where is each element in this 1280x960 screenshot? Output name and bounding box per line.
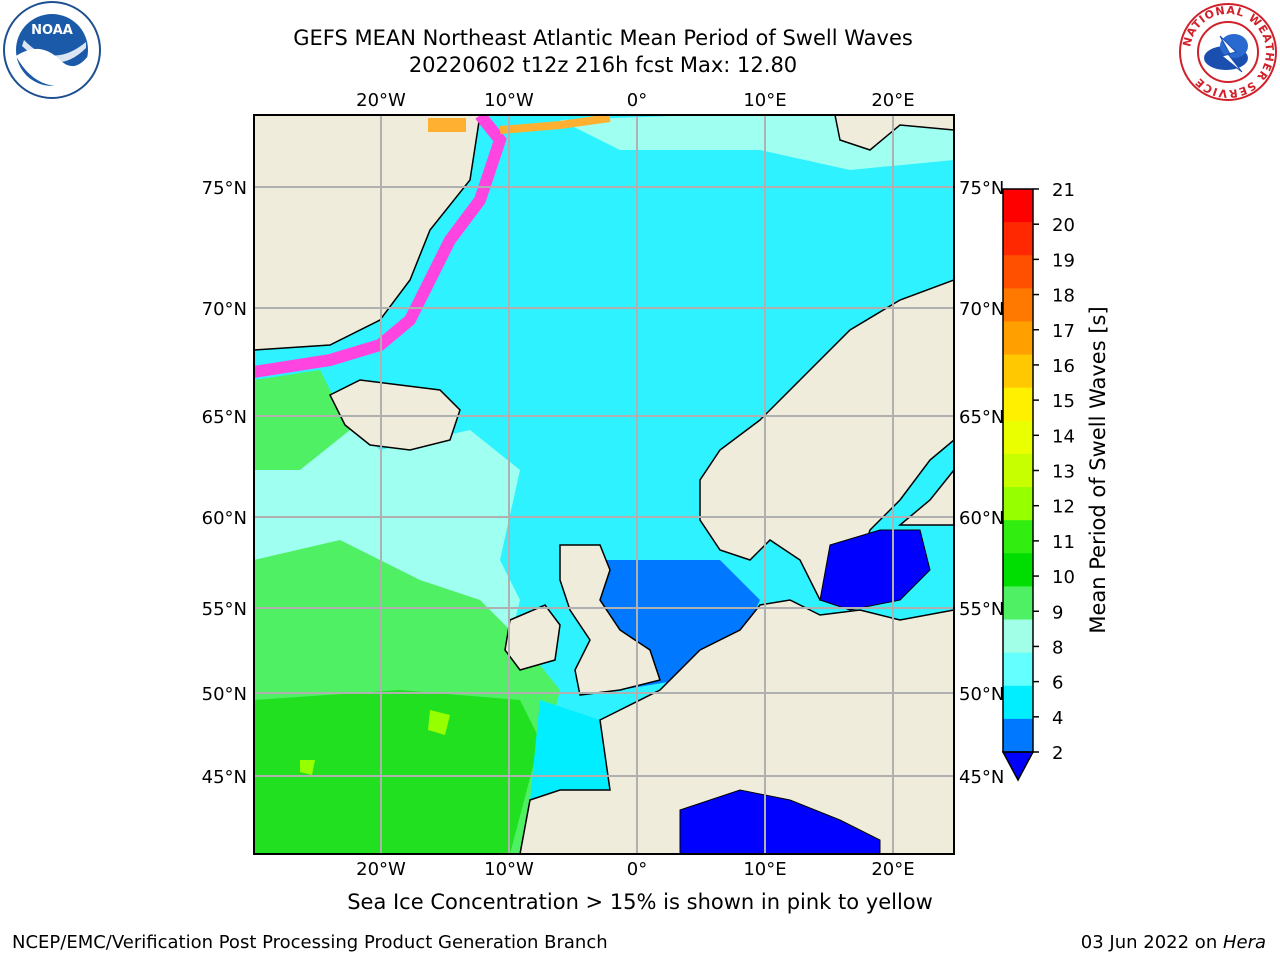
svalbard-land — [834, 115, 954, 151]
colorbar-segment — [1003, 487, 1033, 521]
lon-label-bottom: 0° — [627, 859, 647, 880]
colorbar-segment — [1003, 255, 1033, 289]
lat-label-left: 45°N — [202, 767, 247, 788]
lat-label-right: 75°N — [959, 178, 1004, 199]
lat-label-right: 45°N — [959, 767, 1004, 788]
map-frame — [253, 114, 955, 855]
sea-ice-patch — [428, 118, 466, 132]
swell-12s-spots — [300, 710, 450, 775]
colorbar-segment — [1003, 420, 1033, 455]
colorbar-segment — [1003, 189, 1033, 223]
credit-text: NCEP/EMC/Verification Post Processing Pr… — [12, 932, 608, 953]
colorbar-tick-label: 8 — [1052, 637, 1063, 658]
colorbar-segment — [1003, 354, 1033, 389]
colorbar-segment — [1003, 321, 1033, 356]
ireland-land — [504, 604, 561, 671]
lat-label-left: 60°N — [202, 508, 247, 529]
lon-label-top: 10°E — [743, 90, 786, 111]
colorbar-tick-label: 11 — [1052, 532, 1075, 553]
colorbar-tick-label: 18 — [1052, 286, 1075, 307]
colorbar-tick-label: 20 — [1052, 215, 1075, 236]
great-britain-land — [559, 544, 661, 696]
finland-land — [897, 468, 954, 526]
lon-label-bottom: 20°E — [871, 859, 914, 880]
continental-europe-land — [519, 599, 954, 854]
colorbar-tick-label: 13 — [1052, 462, 1075, 483]
lon-label-bottom: 10°E — [743, 859, 786, 880]
baltic-sea-swell — [819, 529, 931, 611]
sea-ice-edge-yellow — [499, 115, 611, 134]
colorbar-tick-label: 12 — [1052, 497, 1075, 518]
colorbar-tick-label: 16 — [1052, 356, 1075, 377]
colorbar-tick-label: 4 — [1052, 708, 1063, 729]
lon-label-top: 20°E — [871, 90, 914, 111]
colorbar-tick-label: 17 — [1052, 321, 1075, 342]
colorbar-segment — [1003, 685, 1033, 720]
colorbar-segment — [1003, 586, 1033, 621]
map-subtitle: 20220602 t12z 216h fcst Max: 12.80 — [408, 53, 798, 77]
colorbar-extend — [1001, 751, 1035, 782]
colorbar: 21 20 19 18 17 16 15 14 13 12 11 10 9 8 6 4 2 — [1001, 180, 1075, 782]
colorbar-segment — [1003, 520, 1033, 554]
lon-label-top: 10°W — [484, 90, 534, 111]
colorbar-tick-label: 9 — [1052, 602, 1063, 623]
colorbar-tick-label: 21 — [1052, 180, 1075, 201]
lat-label-left: 75°N — [202, 178, 247, 199]
lon-label-top: 0° — [627, 90, 647, 111]
lat-label-right: 50°N — [959, 684, 1004, 705]
lat-label-left: 65°N — [202, 407, 247, 428]
nws-logo: NATIONAL WEATHER SERVICE — [1179, 3, 1277, 101]
colorbar-tick-label: 14 — [1052, 426, 1075, 447]
colorbar-tick-label: 6 — [1052, 673, 1063, 694]
host-name: Hera — [1222, 932, 1266, 953]
lat-label-left: 55°N — [202, 599, 247, 620]
lat-label-right: 70°N — [959, 299, 1004, 320]
map-title: GEFS MEAN Northeast Atlantic Mean Period… — [293, 26, 913, 50]
colorbar-segment — [1003, 652, 1033, 687]
mediterranean-swell — [679, 789, 881, 854]
colorbar-tick-label: 10 — [1052, 567, 1075, 588]
swell-11s-region — [254, 690, 540, 854]
lon-label-bottom: 20°W — [356, 859, 406, 880]
lat-label-left: 50°N — [202, 684, 247, 705]
greenland-land — [254, 115, 481, 351]
colorbar-tick-label: 15 — [1052, 391, 1075, 412]
colorbar-segment — [1003, 222, 1033, 256]
colorbar-tick-label: 19 — [1052, 250, 1075, 271]
colorbar-segment — [1003, 288, 1033, 322]
lon-label-top: 20°W — [356, 90, 406, 111]
lat-label-left: 70°N — [202, 299, 247, 320]
colorbar-tick-label: 2 — [1052, 743, 1063, 764]
colorbar-segment — [1003, 718, 1033, 753]
svg-text:NOAA: NOAA — [31, 23, 73, 38]
lon-label-bottom: 10°W — [484, 859, 534, 880]
colorbar-segment — [1003, 553, 1033, 587]
sea-ice-edge — [254, 115, 507, 378]
colorbar-segment — [1003, 387, 1033, 422]
lat-label-right: 55°N — [959, 599, 1004, 620]
noaa-logo: NOAA — [3, 1, 101, 99]
colorbar-segment — [1003, 453, 1033, 488]
graticule — [254, 115, 954, 854]
lat-label-right: 60°N — [959, 508, 1004, 529]
colorbar-label: Mean Period of Swell Waves [s] — [1086, 306, 1110, 633]
sea-ice-caption: Sea Ice Concentration > 15% is shown in … — [347, 890, 933, 914]
run-date: 03 Jun 2022 on Hera — [1080, 932, 1266, 953]
swell-10s-region — [254, 370, 350, 470]
scandinavia-land — [699, 279, 954, 601]
lat-label-right: 65°N — [959, 407, 1004, 428]
colorbar-segment — [1003, 619, 1033, 654]
